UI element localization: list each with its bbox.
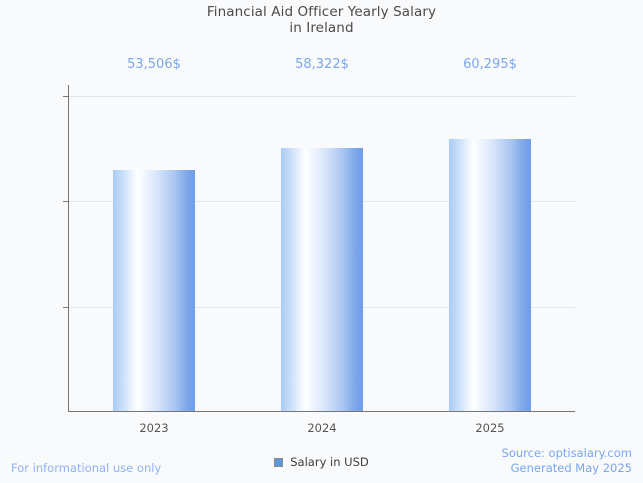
value-label-2024: 58,322$ (295, 57, 349, 72)
bar-2024[interactable] (281, 148, 363, 411)
chart-title: Financial Aid Officer Yearly Salary in I… (0, 4, 643, 36)
xtick-label-2024: 2024 (307, 421, 337, 435)
bar-2025[interactable] (449, 139, 531, 411)
source-block: Source: optisalary.com Generated May 202… (502, 446, 632, 476)
legend-label-salary-in-usd: Salary in USD (290, 455, 369, 469)
plot-area: 60000 40000 20000 (63, 40, 575, 412)
chart-title-line-2: in Ireland (289, 20, 354, 36)
generated-text: Generated May 2025 (510, 461, 632, 475)
value-label-2025: 60,295$ (463, 57, 517, 72)
bar-2023[interactable] (113, 170, 195, 411)
xtick-label-2025: 2025 (475, 421, 505, 435)
chart-title-line-1: Financial Aid Officer Yearly Salary (206, 4, 437, 20)
ytick-mark-40000 (63, 201, 68, 202)
value-label-2023: 53,506$ (127, 57, 181, 72)
chart-legend: Salary in USD (0, 455, 643, 469)
xtick-label-2023: 2023 (139, 421, 169, 435)
gridline-60000 (69, 96, 575, 97)
legend-swatch-icon (274, 457, 284, 467)
y-axis-line (68, 85, 69, 412)
disclaimer-text: For informational use only (11, 461, 162, 475)
ytick-mark-60000 (63, 96, 68, 97)
source-text: Source: optisalary.com (501, 446, 632, 460)
ytick-mark-20000 (63, 307, 68, 308)
x-axis-line (68, 411, 575, 412)
